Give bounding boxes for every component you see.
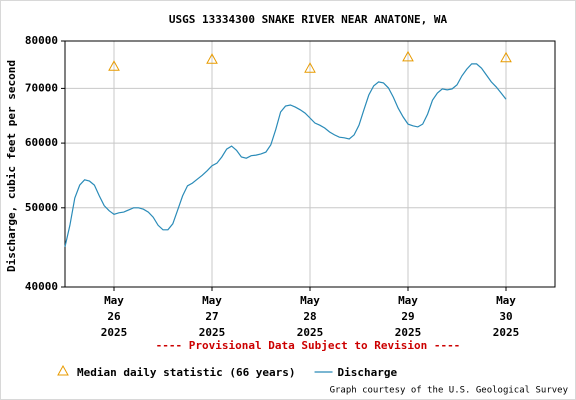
credit: Graph courtesy of the U.S. Geological Su… bbox=[330, 386, 569, 396]
legend-label: Median daily statistic (66 years) bbox=[77, 366, 296, 379]
x-tick-label: 2025 bbox=[395, 326, 422, 339]
y-tick-label: 80000 bbox=[25, 34, 58, 47]
plot-border bbox=[64, 40, 556, 288]
chart-title: USGS 13334300 SNAKE RIVER NEAR ANATONE, … bbox=[169, 13, 448, 26]
x-tick-label: May bbox=[300, 294, 320, 307]
discharge-line bbox=[64, 63, 507, 247]
y-axis-label: Discharge, cubic feet per second bbox=[5, 60, 18, 272]
median-marker bbox=[108, 60, 120, 71]
x-tick-label: May bbox=[398, 294, 418, 307]
x-tick-label: May bbox=[104, 294, 124, 307]
x-tick-label: 26 bbox=[107, 310, 121, 323]
x-tick-label: 30 bbox=[499, 310, 512, 323]
x-tick-label: 2025 bbox=[199, 326, 226, 339]
x-tick-label: 29 bbox=[401, 310, 414, 323]
x-tick-label: 2025 bbox=[101, 326, 128, 339]
y-tick-label: 50000 bbox=[25, 201, 58, 214]
plot-area: 40000 50000 60000 70000 80000 May 26 2025 May 27 2… bbox=[25, 34, 556, 379]
median-marker bbox=[402, 50, 414, 62]
median-marker bbox=[304, 62, 316, 73]
median-marker bbox=[206, 53, 218, 64]
x-tick-label: 2025 bbox=[493, 326, 520, 339]
x-tick-label: 27 bbox=[205, 310, 218, 323]
note: ---- Provisional Data Subject to Revisio… bbox=[156, 339, 461, 352]
x-tick-label: May bbox=[202, 294, 222, 307]
x-tick-label: May bbox=[496, 294, 516, 307]
median-marker bbox=[500, 51, 512, 63]
y-tick-label: 70000 bbox=[25, 81, 58, 94]
legend-marker bbox=[57, 364, 69, 376]
x-tick-label: 28 bbox=[303, 310, 316, 323]
legend-label: Discharge bbox=[338, 366, 398, 379]
y-tick-label: 40000 bbox=[25, 280, 58, 293]
y-tick-label: 60000 bbox=[25, 136, 58, 149]
x-tick-label: 2025 bbox=[297, 326, 324, 339]
